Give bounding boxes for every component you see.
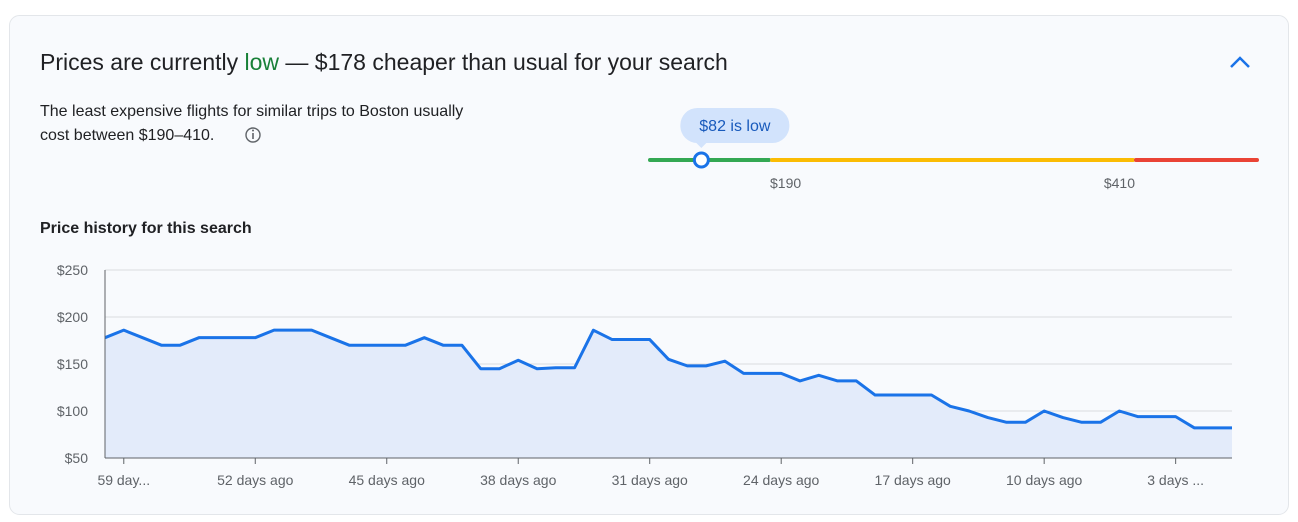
chart-title: Price history for this search: [40, 220, 252, 237]
price-bubble-label: $82 is low: [699, 118, 771, 135]
price-marker: [692, 151, 710, 169]
status: low: [245, 49, 280, 75]
x-tick-label: 31 days ago: [612, 472, 688, 488]
price-line: [104, 328, 1232, 430]
area: [105, 330, 1232, 458]
x-tick-label: 45 days ago: [349, 472, 425, 488]
description: The least expensive flights for similar …: [40, 103, 463, 120]
threshold-label: $410: [1104, 175, 1135, 191]
y-tick-label: $50: [65, 450, 89, 466]
headline-end: — $178 cheaper than usual for your searc…: [279, 49, 728, 75]
y-tick-label: $150: [57, 356, 88, 372]
x-tick-label: 3 days ...: [1147, 472, 1204, 488]
y-tick-label: $250: [57, 262, 88, 278]
chart: $50 $100 $150 $200 $250 59 day... 52 days ago 4…: [57, 262, 1232, 488]
threshold-label: $190: [770, 175, 801, 191]
info-icon[interactable]: [245, 127, 261, 143]
y-tick-label: $100: [57, 403, 88, 419]
y-tick-label: $200: [57, 309, 88, 325]
x-tick-label: 52 days ago: [217, 472, 293, 488]
x-tick-label: 17 days ago: [875, 472, 951, 488]
headline: Prices are currently low — $178 cheaper …: [40, 49, 728, 75]
collapse-button[interactable]: [1230, 56, 1250, 68]
description: cost between $190–410.: [40, 127, 214, 144]
price-bubble: [680, 108, 790, 143]
headline-start: Prices are currently: [40, 49, 245, 75]
x-tick-label: 59 day...: [97, 472, 150, 488]
x-tick-label: 10 days ago: [1006, 472, 1082, 488]
x-tick-label: 38 days ago: [480, 472, 556, 488]
x-tick-label: 24 days ago: [743, 472, 819, 488]
price-range: $190 $410 $82 is low: [648, 108, 1259, 191]
bubble-pointer: [695, 142, 708, 148]
